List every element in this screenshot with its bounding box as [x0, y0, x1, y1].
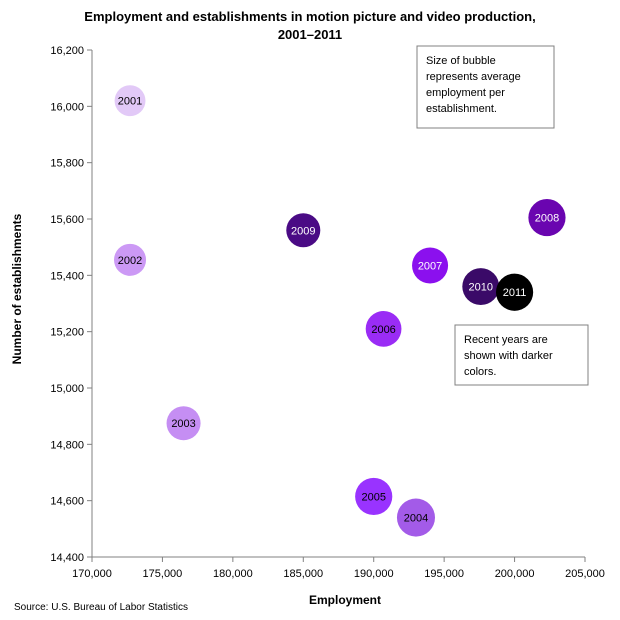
chart-axes: 170,000 175,000 180,000 185,000 190,000 195,0…	[50, 45, 605, 580]
annotation-border	[416, 45, 555, 129]
bubble-label: 2006	[371, 324, 395, 336]
y-tick-label: 14,600	[50, 496, 84, 508]
y-tick-label: 16,000	[50, 101, 84, 113]
chart-annotations: Size of bubble represents average employme…	[416, 45, 589, 386]
bubble-mark	[495, 273, 534, 311]
y-tick-label: 15,400	[50, 270, 84, 282]
bubble-mark	[396, 498, 435, 537]
annotation-text: shown with darker	[464, 350, 553, 362]
source-note: Source: U.S. Bureau of Labor Statistics	[14, 602, 188, 613]
bubble-mark	[412, 247, 449, 284]
y-tick-label: 15,000	[50, 383, 84, 395]
x-tick-label: 205,000	[565, 568, 605, 580]
bubble-mark	[528, 199, 566, 237]
bubble-2010: 2010	[462, 268, 500, 306]
bubble-mark	[286, 213, 321, 248]
annotation-text: colors.	[464, 366, 496, 378]
y-tick-label: 14,800	[50, 439, 84, 451]
x-axis-title: Employment	[309, 593, 381, 607]
bubble-label: 2004	[404, 513, 428, 525]
x-tick-label: 190,000	[354, 568, 394, 580]
x-tick-label: 170,000	[72, 568, 112, 580]
bubble-label: 2009	[291, 225, 315, 237]
bubble-2002: 2002	[114, 243, 147, 276]
x-tick-label: 175,000	[143, 568, 183, 580]
bubble-label: 2008	[535, 213, 559, 225]
bubble-label: 2002	[118, 255, 142, 267]
y-tick-label: 14,400	[50, 552, 84, 564]
y-tick-label: 15,800	[50, 158, 84, 170]
bubble-2005: 2005	[355, 477, 393, 516]
bubble-mark	[114, 243, 147, 276]
bubble-mark	[166, 406, 201, 441]
bubble-label: 2011	[503, 287, 527, 299]
chart-title-line: 2001–2011	[278, 27, 342, 42]
bubble-label: 2007	[418, 260, 442, 272]
annotation-text: Recent years are	[464, 334, 548, 346]
annotation-text: employment per	[426, 87, 505, 99]
bubble-label: 2010	[469, 282, 493, 294]
bubble-label: 2001	[118, 96, 142, 108]
x-tick-label: 195,000	[424, 568, 464, 580]
bubble-2008: 2008	[528, 199, 566, 237]
annotation-text: represents average	[426, 71, 521, 83]
bubble-2011: 2011	[495, 273, 534, 311]
bubble-mark	[355, 477, 393, 516]
chart-title: Employment and establishments in motion …	[84, 9, 535, 42]
bubble-2004: 2004	[396, 498, 435, 537]
annotation-text: Size of bubble	[426, 55, 496, 67]
bubble-mark	[114, 85, 146, 117]
chart-title-line: Employment and establishments in motion …	[84, 9, 535, 24]
annotation-text: establishment.	[426, 103, 497, 115]
bubble-label: 2005	[361, 491, 385, 503]
y-axis-title: Number of establishments	[10, 213, 24, 364]
y-tick-label: 16,200	[50, 45, 84, 57]
bubble-2001: 2001	[114, 85, 146, 117]
bubble-series: 2001 2002 2003 2004 2005 2006 2007 2008 2009 2010…	[114, 85, 566, 537]
bubble-2009: 2009	[286, 213, 321, 248]
bubble-label: 2003	[171, 418, 195, 430]
annotation-border	[454, 324, 589, 386]
x-tick-label: 200,000	[495, 568, 535, 580]
x-tick-label: 180,000	[213, 568, 253, 580]
bubble-mark	[365, 310, 402, 347]
annotation-box: Size of bubble represents average employme…	[416, 45, 555, 129]
x-tick-label: 185,000	[283, 568, 323, 580]
bubble-2007: 2007	[412, 247, 449, 284]
bubble-2006: 2006	[365, 310, 402, 347]
annotation-box: Recent years are shown with darker colors.	[454, 324, 589, 386]
bubble-2003: 2003	[166, 406, 201, 441]
y-tick-label: 15,200	[50, 327, 84, 339]
y-tick-label: 15,600	[50, 214, 84, 226]
bubble-mark	[462, 268, 500, 306]
